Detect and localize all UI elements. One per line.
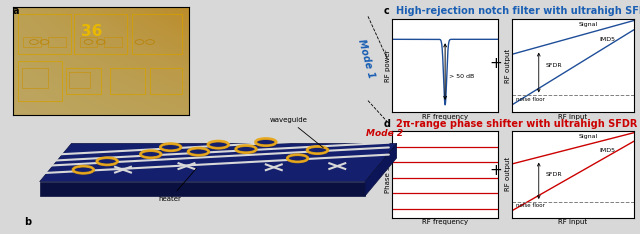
Bar bbox=[132, 14, 182, 54]
Text: Signal: Signal bbox=[579, 134, 598, 139]
Ellipse shape bbox=[188, 148, 209, 155]
Bar bbox=[66, 68, 101, 95]
Ellipse shape bbox=[97, 158, 118, 165]
Bar bbox=[48, 37, 65, 47]
Text: SFDR: SFDR bbox=[546, 63, 563, 68]
Ellipse shape bbox=[208, 141, 228, 148]
Ellipse shape bbox=[307, 146, 328, 154]
Polygon shape bbox=[365, 143, 397, 196]
Bar bbox=[74, 14, 127, 54]
Text: IMD5: IMD5 bbox=[600, 148, 616, 153]
Text: Mode 2: Mode 2 bbox=[366, 129, 403, 138]
Text: SFDR: SFDR bbox=[546, 172, 563, 177]
Text: IMD5: IMD5 bbox=[600, 37, 616, 42]
Ellipse shape bbox=[255, 139, 276, 146]
Y-axis label: RF output: RF output bbox=[504, 48, 511, 83]
X-axis label: RF frequency: RF frequency bbox=[422, 219, 468, 225]
Text: d: d bbox=[384, 119, 391, 129]
Polygon shape bbox=[40, 182, 365, 196]
Y-axis label: RF output: RF output bbox=[504, 157, 511, 191]
Bar bbox=[104, 37, 122, 47]
Text: c: c bbox=[384, 6, 390, 16]
Bar bbox=[18, 61, 62, 101]
Text: +: + bbox=[490, 163, 502, 178]
Ellipse shape bbox=[160, 144, 181, 151]
X-axis label: RF input: RF input bbox=[558, 219, 588, 225]
Bar bbox=[109, 68, 145, 95]
Text: noise floor: noise floor bbox=[516, 203, 545, 208]
Ellipse shape bbox=[236, 146, 257, 153]
Y-axis label: Phase shift: Phase shift bbox=[385, 155, 391, 194]
Text: 36: 36 bbox=[81, 24, 102, 39]
Bar bbox=[69, 72, 90, 88]
Text: High-rejection notch filter with ultrahigh SFDR: High-rejection notch filter with ultrahi… bbox=[396, 6, 640, 16]
Bar bbox=[18, 14, 71, 54]
Text: 2π-range phase shifter with ultrahigh SFDR: 2π-range phase shifter with ultrahigh SF… bbox=[396, 119, 637, 129]
Polygon shape bbox=[40, 143, 397, 182]
Text: a: a bbox=[13, 6, 19, 16]
X-axis label: RF frequency: RF frequency bbox=[422, 114, 468, 120]
Text: heater: heater bbox=[159, 168, 196, 202]
Text: Mode 1: Mode 1 bbox=[356, 38, 376, 79]
Ellipse shape bbox=[73, 166, 93, 173]
Text: noise floor: noise floor bbox=[516, 97, 545, 102]
Bar bbox=[23, 37, 41, 47]
Y-axis label: RF power: RF power bbox=[385, 49, 391, 82]
Text: > 50 dB: > 50 dB bbox=[449, 74, 475, 79]
Bar bbox=[79, 37, 97, 47]
Text: b: b bbox=[24, 217, 31, 227]
Text: waveguide: waveguide bbox=[270, 117, 323, 148]
Ellipse shape bbox=[287, 155, 308, 162]
Text: Signal: Signal bbox=[579, 22, 598, 26]
Text: +: + bbox=[490, 56, 502, 71]
X-axis label: RF input: RF input bbox=[558, 114, 588, 120]
Bar bbox=[150, 68, 182, 95]
Bar bbox=[22, 68, 48, 88]
Ellipse shape bbox=[140, 151, 161, 158]
